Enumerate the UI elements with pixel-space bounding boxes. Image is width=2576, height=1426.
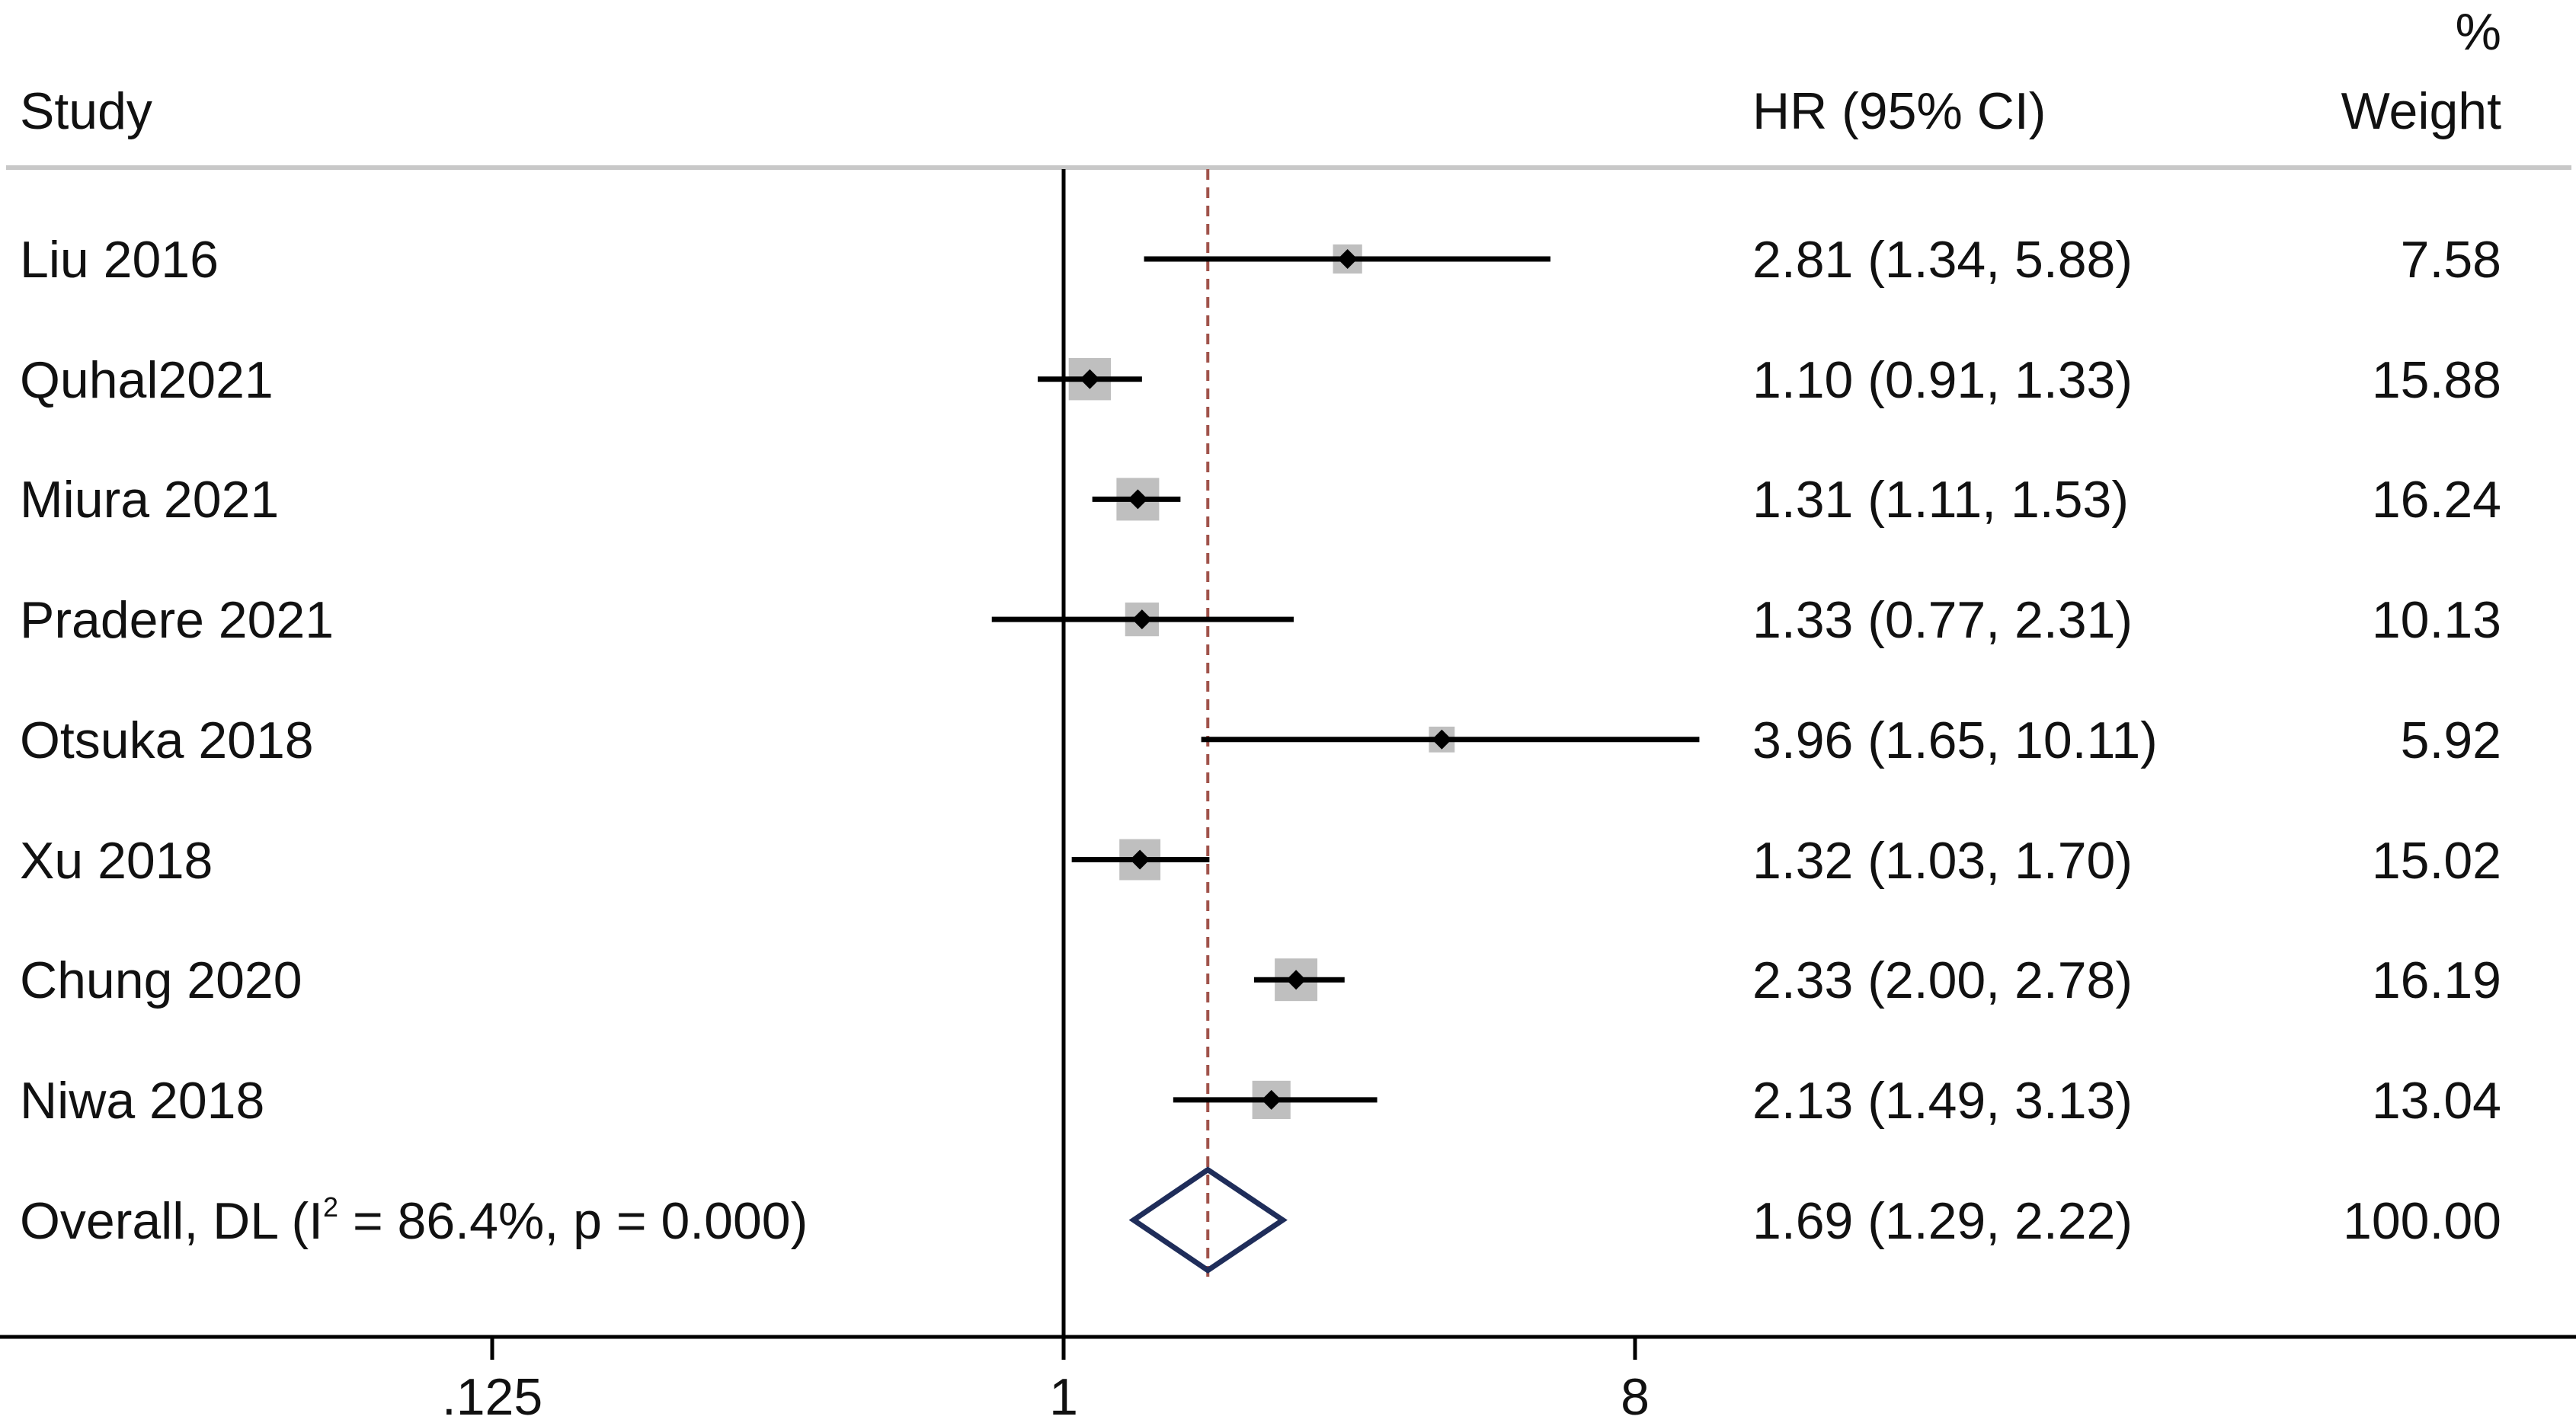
point-estimate xyxy=(1286,970,1307,990)
point-estimate xyxy=(1261,1089,1282,1110)
study-weight: 10.13 xyxy=(2371,591,2501,650)
study-label: Miura 2021 xyxy=(20,471,280,529)
study-label: Niwa 2018 xyxy=(20,1071,265,1130)
study-label: Pradere 2021 xyxy=(20,591,334,650)
study-hr-ci: 1.33 (0.77, 2.31) xyxy=(1752,591,2133,650)
x-axis-ticks xyxy=(490,1337,1637,1360)
weight-percent-header: % xyxy=(2455,3,2501,61)
study-label: Liu 2016 xyxy=(20,231,219,289)
study-label: Otsuka 2018 xyxy=(20,711,314,769)
overall-label: Overall, DL (I2 = 86.4%, p = 0.000) xyxy=(20,1191,808,1250)
point-estimate xyxy=(1337,249,1358,269)
x-tick-label: .125 xyxy=(441,1368,543,1426)
study-weight: 5.92 xyxy=(2400,711,2501,769)
study-marks xyxy=(991,244,1700,1119)
point-estimate xyxy=(1131,609,1152,630)
study-hr-ci: 2.33 (2.00, 2.78) xyxy=(1752,951,2133,1010)
overall-label-prefix: Overall, DL (I xyxy=(20,1191,324,1250)
study-hr-ci: 2.13 (1.49, 3.13) xyxy=(1752,1071,2133,1130)
study-label: Quhal2021 xyxy=(20,350,274,409)
hr-column-header: HR (95% CI) xyxy=(1752,82,2046,140)
x-tick-label: 1 xyxy=(1049,1368,1078,1426)
study-weight: 15.88 xyxy=(2371,350,2501,409)
study-label: Chung 2020 xyxy=(20,951,302,1010)
overall-label-suffix: = 86.4%, p = 0.000) xyxy=(338,1191,808,1250)
point-estimate xyxy=(1130,849,1150,870)
overall-label-superscript: 2 xyxy=(323,1191,339,1223)
study-hr-ci: 2.81 (1.34, 5.88) xyxy=(1752,231,2133,289)
study-weight: 15.02 xyxy=(2371,831,2501,890)
point-estimate xyxy=(1128,489,1148,510)
study-weight: 16.19 xyxy=(2371,951,2501,1010)
point-estimate xyxy=(1080,369,1100,389)
study-weight: 7.58 xyxy=(2400,231,2501,289)
study-weight: 16.24 xyxy=(2371,471,2501,529)
study-weight: 13.04 xyxy=(2371,1071,2501,1130)
study-hr-ci: 1.10 (0.91, 1.33) xyxy=(1752,350,2133,409)
overall-hr-ci: 1.69 (1.29, 2.22) xyxy=(1752,1191,2133,1250)
study-hr-ci: 1.32 (1.03, 1.70) xyxy=(1752,831,2133,890)
point-estimate xyxy=(1432,729,1452,750)
study-label: Xu 2018 xyxy=(20,831,213,890)
study-hr-ci: 3.96 (1.65, 10.11) xyxy=(1752,711,2158,769)
x-tick-label: 8 xyxy=(1621,1368,1650,1426)
study-column-header: Study xyxy=(20,82,152,140)
study-hr-ci: 1.31 (1.11, 1.53) xyxy=(1752,471,2129,529)
weight-column-header: Weight xyxy=(2341,82,2501,140)
overall-diamond xyxy=(1128,1166,1288,1274)
overall-weight: 100.00 xyxy=(2343,1191,2501,1250)
